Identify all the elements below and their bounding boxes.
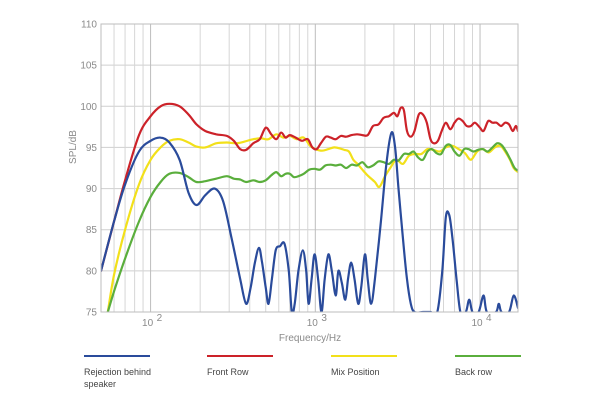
legend-label: Front Row <box>207 367 249 377</box>
legend-swatch <box>207 355 273 357</box>
x-tick-exponent: 3 <box>321 313 327 324</box>
y-tick-label: 95 <box>86 143 98 154</box>
plot-frame <box>100 23 519 313</box>
legend: Rejection behind speaker Front Row Mix Pos… <box>0 355 600 415</box>
legend-swatch <box>331 355 397 357</box>
x-tick-label: 10 <box>471 318 483 329</box>
legend-label: Rejection behind speaker <box>84 367 152 389</box>
y-axis-title: SPL/dB <box>68 130 79 164</box>
y-tick-label: 105 <box>80 61 97 72</box>
y-tick-labels: 75 80 85 90 95 100 105 110 <box>80 20 97 319</box>
series-back-row <box>106 142 518 312</box>
legend-item: Mix Position <box>331 355 451 378</box>
x-axis-title: Frequency/Hz <box>279 333 341 344</box>
legend-item: Back row <box>455 355 575 378</box>
x-tick-label: 10 <box>142 318 154 329</box>
y-tick-label: 85 <box>86 225 98 236</box>
y-tick-label: 90 <box>86 184 98 195</box>
y-tick-label: 75 <box>86 308 98 319</box>
series-mix-position <box>106 133 518 312</box>
series-lines <box>101 102 518 312</box>
y-tick-label: 80 <box>86 266 98 277</box>
x-tick-exponent: 4 <box>486 313 492 324</box>
legend-swatch <box>84 355 150 357</box>
x-tick-label: 10 <box>307 318 319 329</box>
x-tick-labels: 10 2 10 3 10 4 <box>142 313 492 329</box>
legend-item: Front Row <box>207 355 327 378</box>
x-tick-exponent: 2 <box>157 313 163 324</box>
legend-label: Back row <box>455 367 493 377</box>
legend-label: Mix Position <box>331 367 380 377</box>
legend-item: Rejection behind speaker <box>84 355 204 390</box>
series-rejection-behind-speaker <box>101 130 518 312</box>
series-front-row <box>101 102 518 272</box>
y-tick-label: 110 <box>81 20 97 31</box>
y-tick-label: 100 <box>80 102 97 113</box>
legend-swatch <box>455 355 521 357</box>
